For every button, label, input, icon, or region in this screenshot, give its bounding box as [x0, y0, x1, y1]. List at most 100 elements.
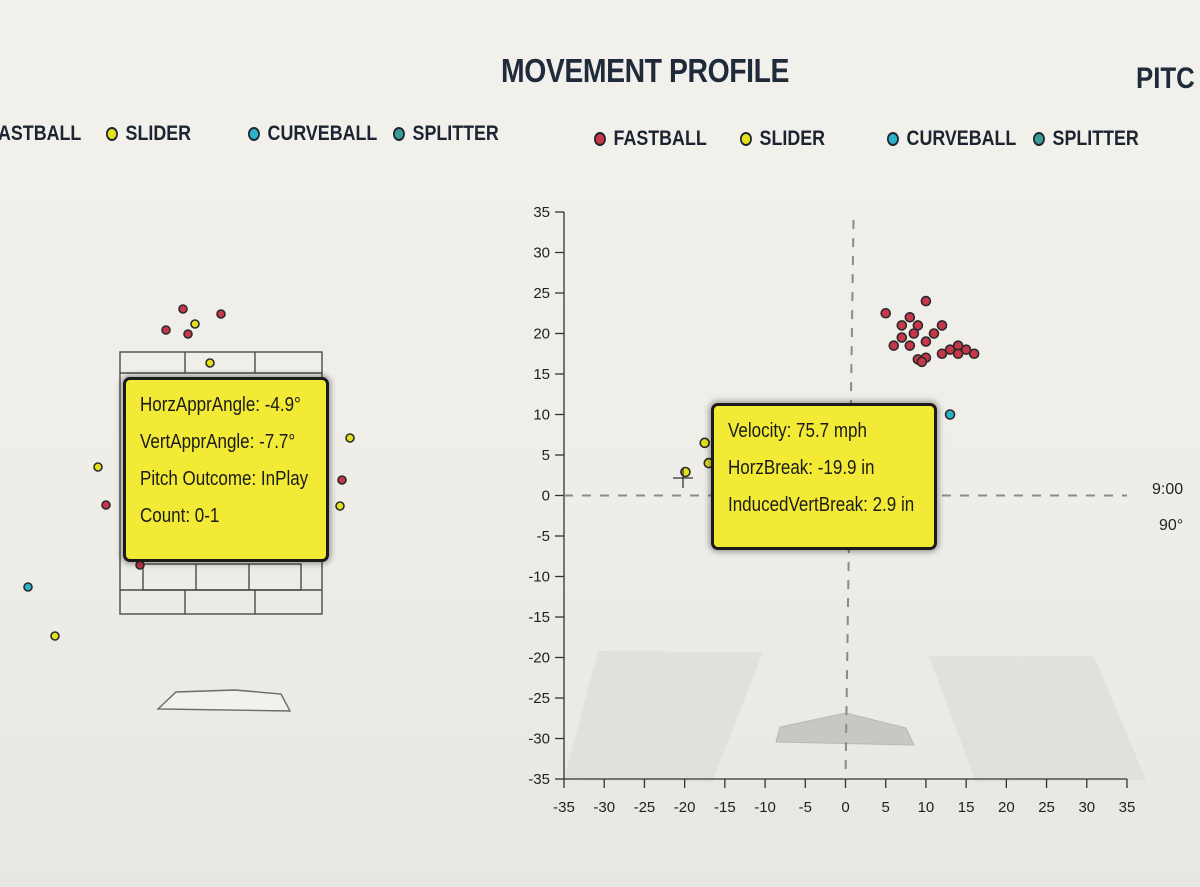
- pitch-outcome: Pitch Outcome: InPlay: [140, 468, 309, 490]
- legend-item-slider[interactable]: SLIDER: [106, 122, 191, 146]
- strike-zone-grid: [119, 351, 323, 615]
- velocity: Velocity: 75.7 mph: [728, 420, 867, 442]
- pitch-point-fastball[interactable]: [896, 320, 908, 331]
- pitch-dot[interactable]: [183, 329, 193, 339]
- pitch-point-fastball[interactable]: [904, 311, 916, 323]
- pitch-point-fastball[interactable]: [968, 348, 980, 360]
- pitch-point-fastball[interactable]: [960, 344, 972, 356]
- clock-time: 9:00: [1152, 481, 1183, 498]
- x-tick-label: -15: [714, 799, 736, 816]
- pitch-tooltip-right: Velocity: 75.7 mph HorzBreak: -19.9 in I…: [711, 403, 937, 550]
- cursor-icon: [673, 468, 693, 488]
- x-tick-label: 0: [841, 799, 849, 816]
- legend-item-curveball[interactable]: CURVEBALL: [248, 122, 377, 146]
- pitch-dot[interactable]: [337, 475, 347, 485]
- y-tick-label: 30: [533, 245, 550, 262]
- pitch-point-fastball[interactable]: [936, 348, 948, 360]
- pitch-dot[interactable]: [190, 319, 200, 329]
- pitch-point-slider[interactable]: [680, 466, 691, 478]
- pitch-point-fastball[interactable]: [920, 336, 932, 347]
- pitch-point-fastball[interactable]: [928, 328, 940, 339]
- x-tick-label: 20: [998, 799, 1015, 816]
- home-plate-shadow-icon: [775, 712, 915, 746]
- page-title: MOVEMENT PROFILE: [501, 52, 789, 89]
- y-tick-label: 20: [533, 326, 550, 343]
- y-tick-label: 35: [533, 204, 550, 221]
- pitch-point-fastball[interactable]: [904, 340, 916, 351]
- y-tick-label: -30: [528, 731, 550, 748]
- pitch-points: [680, 295, 980, 478]
- pitch-point-curveball[interactable]: [944, 409, 956, 420]
- pitch-dot[interactable]: [335, 501, 345, 511]
- legend-item-splitter[interactable]: SPLITTER: [1033, 127, 1139, 151]
- x-tick-label: 10: [918, 799, 935, 816]
- pitch-dot[interactable]: [101, 500, 111, 510]
- pitch-point-fastball[interactable]: [888, 340, 900, 351]
- pitch-point-fastball[interactable]: [944, 344, 956, 356]
- legend-item-splitter[interactable]: SPLITTER: [393, 122, 499, 146]
- y-tick-label: 0: [542, 488, 550, 505]
- batter-box-left: [564, 651, 763, 782]
- horz-break: HorzBreak: -19.9 in: [728, 457, 875, 479]
- pitch-point-slider[interactable]: [699, 437, 711, 449]
- y-tick-label: -5: [537, 528, 550, 545]
- zero-line-vertical: [844, 220, 855, 780]
- x-tick-label: 30: [1078, 799, 1095, 816]
- pitch-dot[interactable]: [50, 631, 60, 641]
- pitch-dot[interactable]: [205, 358, 215, 368]
- pitch-dot[interactable]: [345, 433, 355, 443]
- legend-item-fastball[interactable]: FASTBALL: [594, 127, 707, 151]
- slider-dot-icon: [740, 132, 752, 146]
- legend-item-fastball[interactable]: ASTBALL: [0, 122, 82, 145]
- strike-zone-panel: [23, 304, 355, 712]
- left-legend: ASTBALL SLIDER CURVEBALL SPLITTER: [0, 122, 520, 148]
- y-tick-label: -35: [528, 771, 550, 788]
- y-tick-label: 5: [542, 447, 550, 464]
- next-section-title: PITC: [1136, 62, 1195, 95]
- pitch-point-fastball[interactable]: [952, 348, 964, 360]
- right-legend: FASTBALL SLIDER CURVEBALL SPLITTER: [0, 127, 1200, 153]
- induced-vert-break: InducedVertBreak: 2.9 in: [728, 494, 915, 516]
- pitch-dot[interactable]: [178, 304, 188, 314]
- fastball-dot-icon: [594, 132, 606, 146]
- pitch-count: Count: 0-1: [140, 505, 220, 527]
- slider-dot-icon: [106, 127, 118, 141]
- y-tick-label: -10: [528, 569, 550, 586]
- splitter-dot-icon: [1033, 132, 1045, 146]
- pitch-dot[interactable]: [161, 325, 171, 335]
- pitch-point-fastball[interactable]: [908, 328, 920, 339]
- pitch-point-fastball[interactable]: [936, 320, 948, 331]
- curveball-dot-icon: [887, 132, 899, 146]
- vert-appr-angle: VertApprAngle: -7.7°: [140, 431, 296, 453]
- pitch-point-fastball[interactable]: [916, 356, 928, 368]
- y-tick-label: 25: [533, 285, 550, 302]
- x-tick-label: -35: [553, 799, 575, 816]
- x-tick-label: -25: [634, 799, 656, 816]
- curveball-dot-icon: [248, 127, 260, 141]
- x-tick-label: -10: [754, 799, 776, 816]
- pitch-point-fastball[interactable]: [912, 320, 924, 331]
- legend-item-slider[interactable]: SLIDER: [740, 127, 825, 151]
- pitch-point-fastball[interactable]: [896, 332, 908, 343]
- horz-appr-angle: HorzApprAngle: -4.9°: [140, 394, 301, 416]
- pitch-point-fastball[interactable]: [880, 307, 892, 319]
- x-tick-label: -20: [674, 799, 696, 816]
- y-tick-label: 10: [533, 407, 550, 424]
- chart-axes: 35 30 25 20 15 10 5 0 -5 -10 -15 -20 -25 -30 -35-35 -30…: [528, 204, 1135, 816]
- pitch-dot[interactable]: [93, 462, 103, 472]
- pitch-tooltip-left: HorzApprAngle: -4.9° VertApprAngle: -7.7…: [123, 377, 329, 562]
- field-shadows: [564, 651, 1146, 782]
- pitch-point-fastball[interactable]: [920, 295, 932, 307]
- x-tick-label: -30: [593, 799, 615, 816]
- x-tick-label: 15: [958, 799, 975, 816]
- y-tick-label: -20: [528, 650, 550, 667]
- x-tick-label: 35: [1119, 799, 1136, 816]
- batter-box-right: [929, 656, 1146, 782]
- clock-angle: 90°: [1159, 517, 1183, 534]
- zero-guides: [564, 220, 1127, 780]
- pitch-dot[interactable]: [216, 309, 226, 319]
- x-tick-label: 25: [1038, 799, 1055, 816]
- pitch-dot[interactable]: [23, 582, 33, 592]
- home-plate-icon: [156, 689, 292, 712]
- legend-item-curveball[interactable]: CURVEBALL: [887, 127, 1016, 151]
